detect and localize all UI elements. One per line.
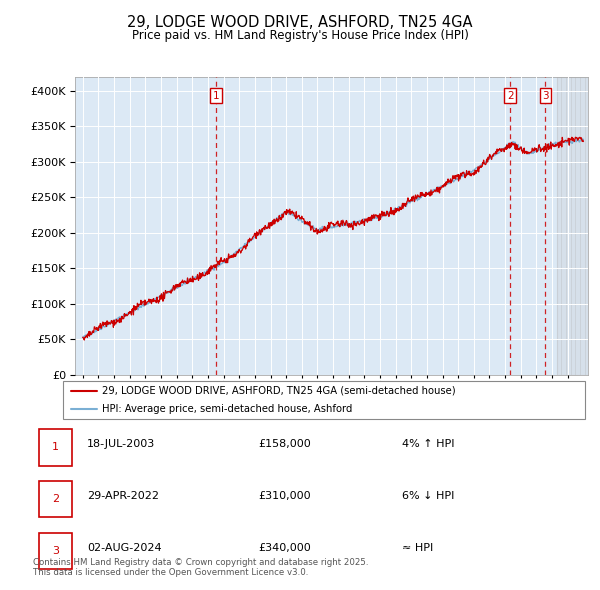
Text: £340,000: £340,000 — [258, 543, 311, 552]
Text: 29, LODGE WOOD DRIVE, ASHFORD, TN25 4GA (semi-detached house): 29, LODGE WOOD DRIVE, ASHFORD, TN25 4GA … — [102, 385, 456, 395]
Text: 02-AUG-2024: 02-AUG-2024 — [87, 543, 161, 552]
FancyBboxPatch shape — [39, 533, 72, 569]
Text: ≈ HPI: ≈ HPI — [402, 543, 433, 552]
Bar — [557, 77, 591, 375]
Text: 2: 2 — [507, 91, 514, 101]
Text: 4% ↑ HPI: 4% ↑ HPI — [402, 440, 455, 449]
Text: 29-APR-2022: 29-APR-2022 — [87, 491, 159, 501]
Text: 3: 3 — [52, 546, 59, 556]
Text: Price paid vs. HM Land Registry's House Price Index (HPI): Price paid vs. HM Land Registry's House … — [131, 29, 469, 42]
Text: 1: 1 — [213, 91, 220, 101]
Text: Contains HM Land Registry data © Crown copyright and database right 2025.
This d: Contains HM Land Registry data © Crown c… — [33, 558, 368, 577]
Text: 2: 2 — [52, 494, 59, 504]
Text: 29, LODGE WOOD DRIVE, ASHFORD, TN25 4GA: 29, LODGE WOOD DRIVE, ASHFORD, TN25 4GA — [127, 15, 473, 30]
FancyBboxPatch shape — [63, 381, 585, 419]
Text: HPI: Average price, semi-detached house, Ashford: HPI: Average price, semi-detached house,… — [102, 404, 353, 414]
Text: 1: 1 — [52, 442, 59, 453]
Text: 6% ↓ HPI: 6% ↓ HPI — [402, 491, 454, 501]
Text: 3: 3 — [542, 91, 549, 101]
FancyBboxPatch shape — [39, 481, 72, 517]
FancyBboxPatch shape — [39, 430, 72, 466]
Text: £310,000: £310,000 — [258, 491, 311, 501]
Text: £158,000: £158,000 — [258, 440, 311, 449]
Text: 18-JUL-2003: 18-JUL-2003 — [87, 440, 155, 449]
